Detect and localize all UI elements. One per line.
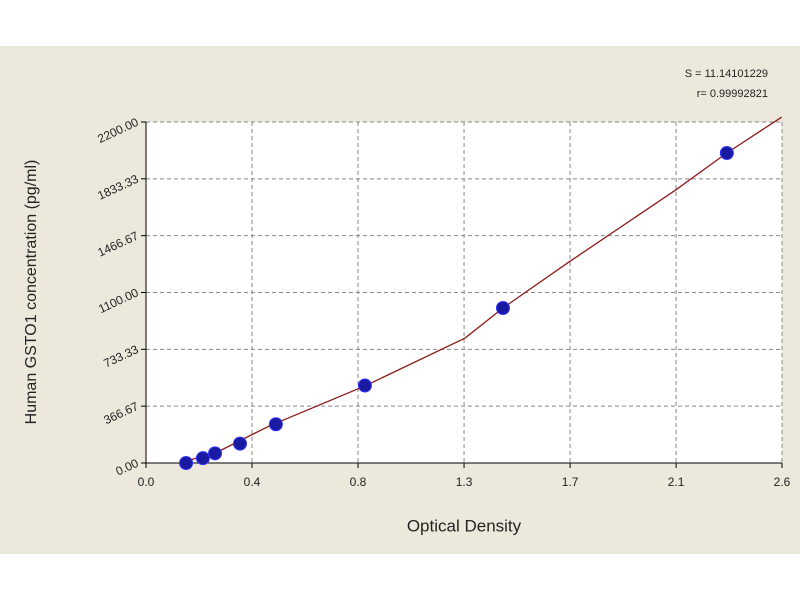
data-point — [719, 146, 734, 160]
data-point — [233, 436, 248, 451]
fit-curve — [180, 116, 783, 464]
data-point — [357, 378, 372, 393]
x-tick-label: 2.6 — [774, 475, 791, 489]
data-point — [195, 451, 210, 466]
x-axis-label: Optical Density — [407, 516, 522, 535]
data-point — [208, 446, 223, 461]
x-tick-label: 1.3 — [456, 475, 473, 489]
annotation: r= 0.99992821 — [697, 88, 768, 100]
data-point — [495, 301, 510, 315]
data-point — [268, 417, 283, 432]
x-tick-label: 0.8 — [350, 475, 367, 489]
x-tick-label: 2.1 — [668, 475, 685, 489]
x-tick-label: 1.7 — [562, 475, 579, 489]
x-tick-label: 0.4 — [244, 475, 261, 489]
x-tick-label: 0.0 — [138, 475, 155, 489]
annotation: S = 11.14101229 — [685, 68, 768, 80]
data-point — [179, 456, 194, 470]
y-axis-label: Human GSTO1 concentration (pg/ml) — [23, 160, 40, 425]
